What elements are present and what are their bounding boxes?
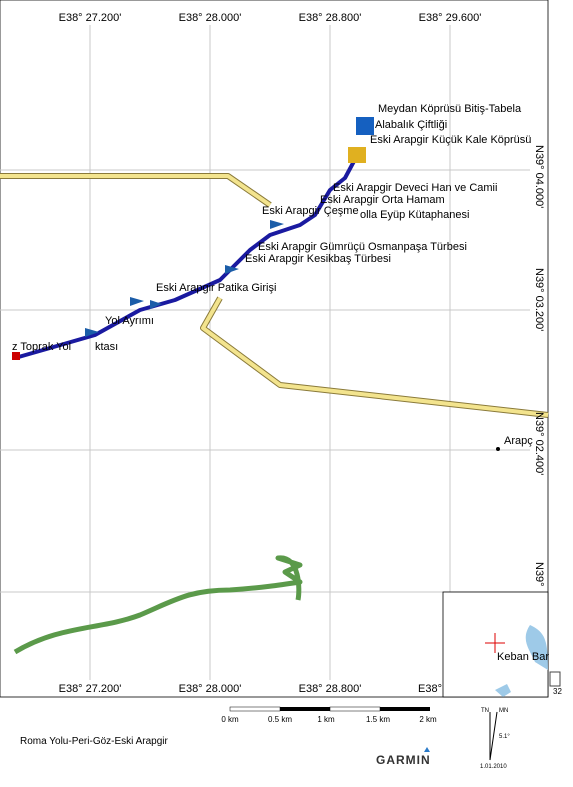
compass: TN MN 5.1° 1.01.2010 [480,708,510,770]
scale-bar: 0 km 0.5 km 1 km 1.5 km 2 km [221,706,437,724]
waypoint-label: Yol Ayrımı [105,315,154,327]
waypoint-label: Eski Arapgir Küçük Kale Köprüsü [370,134,531,146]
track [14,149,362,360]
map-frame [0,0,549,698]
waypoint-label: Eski Arapgir Orta Hamam [320,194,445,206]
scale-label: 2 km [419,715,437,724]
point [496,447,500,451]
waypoint-label: Eski Arapgir Kesikbaş Türbesi [245,253,391,265]
page-number: 32 [553,687,562,696]
coord-label: E38° 27.200' [59,683,122,695]
brand: GARMIN [376,753,431,767]
roads [0,149,549,655]
coord-label: E38° 29.600' [419,12,482,24]
scale-segment [329,706,381,712]
waypoint-label: Eski Arapgir Patika Girişi [156,282,276,294]
waypoint-label: Eski Arapgir Gümrüçü Osmanpaşa Türbesi [258,241,467,253]
waypoint-label: olla Eyüp Kütaphanesi [360,209,469,221]
map-title: Roma Yolu-Peri-Göz-Eski Arapgir [20,736,169,747]
coord-label: N39° 04.000' [533,145,545,208]
tn-label: TN [481,708,489,714]
lake [495,625,548,697]
coord-label: N39° [533,562,545,587]
road [201,297,549,417]
mn-label: MN [499,708,508,714]
coord-label: N39° 03.200' [533,268,545,331]
magnetic-line [489,711,498,761]
road [0,174,272,207]
scale-label: 1 km [317,715,335,724]
waypoint-label: Eski Arapgir Deveci Han ve Camii [333,182,497,194]
coord-label: E38° [418,683,442,695]
date: 1.01.2010 [480,764,507,770]
waypoint-label: z Toprak Yol [12,341,71,353]
green-route [13,555,303,655]
page-marker [549,671,561,687]
coord-label: E38° 27.200' [59,12,122,24]
scale-label: 1.5 km [366,715,390,724]
coord-label: E38° 28.000' [179,683,242,695]
coord-label: E38° 28.000' [179,12,242,24]
bridge-icon [348,147,366,163]
scale-label: 0.5 km [268,715,292,724]
coord-label: E38° 28.800' [299,683,362,695]
icons [12,117,500,451]
waypoint-label: Arapç [504,435,533,447]
inset: Keban Bar 32 [442,591,562,698]
scale-segment [380,707,430,711]
waypoint-label: Meydan Köprüsü Bitiş-Tabela [378,103,522,115]
inset-label: Keban Bar [497,651,549,663]
grid-labels: E38° 27.200' E38° 28.000' E38° 28.800' E… [59,12,545,695]
start-flag [12,352,20,360]
scale-segment [280,707,330,711]
waypoint-label: Alabalık Çiftliği [375,119,447,131]
waypoint-label: ktası [95,341,118,353]
garmin-delta [424,747,430,752]
scale-label: 0 km [221,715,239,724]
coord-label: N39° 02.400' [533,412,545,475]
waypoint-labels: Meydan Köprüsü Bitiş-Tabela Alabalık Çif… [12,103,533,447]
waypoint-label: Eski Arapgir Çeşme [262,205,359,217]
coord-label: E38° 28.800' [299,12,362,24]
grid [0,25,530,680]
hiker-icon [356,117,374,135]
declination: 5.1° [499,734,510,740]
scale-segment [229,706,281,712]
